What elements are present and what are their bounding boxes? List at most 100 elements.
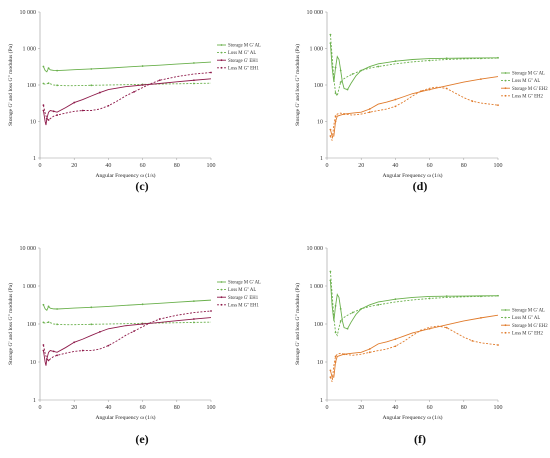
x-tick-label: 100	[494, 405, 503, 411]
data-point	[52, 110, 55, 113]
legend-marker	[220, 288, 223, 291]
data-point	[334, 355, 337, 358]
x-tick-label: 60	[140, 405, 146, 411]
data-point	[141, 303, 144, 306]
data-point	[47, 119, 50, 121]
x-tick-label: 0	[326, 405, 329, 411]
y-tick-label: 1	[320, 156, 323, 162]
panel-label: (c)	[135, 179, 148, 193]
data-point	[428, 59, 431, 62]
panel-label: (f)	[414, 432, 426, 446]
legend-entry: Loss M G'' AL	[228, 288, 256, 293]
data-point	[339, 81, 342, 84]
legend-entry: Storage M G' AL	[228, 44, 261, 49]
data-point	[42, 303, 45, 306]
y-tick-label: 100	[27, 83, 36, 89]
data-point	[193, 300, 195, 303]
legend-marker	[220, 59, 223, 62]
series-line-1	[43, 321, 212, 326]
data-point	[98, 330, 101, 333]
data-point	[343, 353, 345, 356]
y-tick-label: 10	[317, 360, 323, 366]
chart-panel-3: 1 10 100 1 000 10 000 0 20 40 60 80 100 Angular Fre…	[294, 246, 548, 446]
x-tick-label: 0	[326, 163, 329, 169]
legend-marker	[504, 316, 507, 319]
series-line-1	[43, 82, 212, 87]
data-point	[339, 320, 342, 322]
x-tick-label: 100	[207, 405, 216, 411]
series-line-0	[329, 280, 499, 330]
legend-entry: Storage M G' AL	[512, 309, 545, 314]
data-point	[480, 78, 482, 81]
data-point	[377, 303, 380, 306]
y-tick-label: 10 000	[307, 10, 324, 16]
data-point	[329, 270, 332, 273]
data-point	[90, 84, 93, 87]
data-point	[343, 113, 345, 115]
data-point	[42, 321, 45, 324]
data-point	[445, 326, 448, 329]
data-point	[368, 108, 371, 110]
data-point	[42, 104, 45, 107]
data-point	[193, 82, 195, 85]
series-line-2	[42, 317, 212, 366]
data-point	[90, 323, 93, 326]
chart-panel-2: 1 10 100 1 000 10 000 0 20 40 60 80 100 Angular Fre…	[7, 246, 261, 446]
x-tick-label: 100	[207, 163, 216, 169]
x-tick-label: 80	[174, 405, 180, 411]
series-line-3	[42, 72, 212, 121]
data-point	[394, 345, 397, 348]
data-point	[394, 298, 397, 301]
data-point	[329, 369, 332, 372]
data-point	[141, 323, 144, 325]
data-point	[47, 305, 50, 308]
series-line-3	[42, 310, 212, 362]
x-tick-label: 20	[358, 163, 364, 169]
chart-panel-0: 1 10 100 1 000 10 000 0 20 40 60 80 100 Angular Fre…	[7, 10, 261, 193]
chart-panel-1: 1 10 100 1 000 10 000 0 20 40 60 80 100 Angular Fre…	[294, 10, 548, 193]
legend-marker	[504, 72, 507, 74]
data-point	[329, 135, 332, 137]
series-line-3	[329, 86, 499, 141]
data-point	[334, 92, 337, 94]
legend-entry: Loss M G'' AL	[512, 79, 540, 84]
y-tick-label: 100	[314, 83, 323, 89]
data-point	[480, 295, 482, 298]
data-point	[193, 318, 195, 320]
y-tick-label: 1 000	[310, 284, 324, 290]
data-point	[52, 350, 55, 353]
data-point	[56, 84, 58, 87]
data-point	[42, 349, 45, 352]
data-point	[56, 69, 58, 72]
legend-marker	[220, 281, 223, 283]
y-axis-title: Storage G' and loss G'' modulus (Pa)	[294, 44, 301, 126]
data-point	[141, 65, 144, 67]
y-tick-label: 10 000	[307, 246, 324, 252]
data-point	[90, 306, 93, 309]
x-tick-label: 60	[427, 405, 433, 411]
legend-marker	[504, 87, 507, 90]
data-point	[193, 321, 195, 324]
x-tick-label: 40	[105, 163, 111, 169]
x-tick-label: 60	[140, 163, 146, 169]
data-point	[81, 349, 84, 352]
data-point	[329, 33, 332, 36]
legend-entry: Loss M G'' EH2	[512, 331, 544, 336]
data-point	[56, 308, 58, 310]
x-tick-label: 40	[392, 163, 398, 169]
data-point	[47, 359, 50, 362]
data-point	[133, 330, 135, 333]
x-axis-title: Angular Frequency ω (1/s)	[95, 172, 155, 179]
series-line-0	[43, 61, 212, 73]
y-tick-label: 1 000	[23, 47, 37, 53]
legend-marker	[220, 66, 223, 69]
data-point	[73, 101, 76, 104]
series-line-0	[329, 43, 499, 91]
panel-label: (d)	[413, 179, 428, 193]
y-tick-label: 10 000	[20, 10, 37, 16]
legend-marker	[220, 44, 223, 46]
data-point	[329, 128, 332, 131]
data-point	[339, 69, 342, 72]
legend-entry: Storage M G' AL	[228, 281, 261, 286]
series-line-2	[329, 314, 499, 378]
